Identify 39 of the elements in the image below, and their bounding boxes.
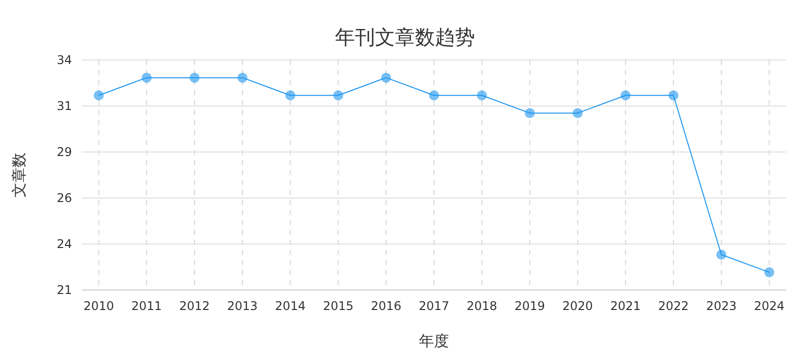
x-tick-label: 2010: [83, 299, 114, 313]
x-tick-label: 2024: [754, 299, 785, 313]
point: [285, 90, 296, 100]
y-tick-label: 29: [56, 145, 72, 160]
x-tick-label: 2017: [418, 299, 450, 313]
x-tick-label: 2011: [131, 299, 162, 313]
x-axis-title: 年度: [419, 332, 449, 350]
y-tick-label: 24: [56, 237, 72, 252]
x-tick-label: 2015: [322, 299, 354, 313]
x-tick-label: 2012: [179, 299, 210, 313]
x-tick-label: 2019: [514, 299, 546, 313]
x-tick-label: 2014: [275, 299, 306, 313]
point: [333, 90, 344, 100]
point: [237, 72, 248, 83]
x-tick-label: 2020: [562, 299, 593, 313]
x-tick-label: 2023: [706, 299, 737, 313]
y-tick-label: 34: [56, 53, 72, 68]
point: [668, 90, 678, 100]
x-tick-label: 2013: [227, 299, 258, 313]
x-tick-label: 2022: [658, 299, 689, 313]
y-tick-label: 31: [56, 99, 72, 114]
chart-title: 年刊文章数趋势: [335, 25, 475, 49]
y-tick-label: 26: [56, 191, 72, 206]
point: [429, 90, 439, 100]
point: [190, 72, 200, 83]
y-tick-label: 21: [56, 283, 72, 298]
point: [94, 90, 104, 100]
point: [716, 250, 726, 260]
point: [764, 267, 774, 278]
point: [142, 72, 152, 83]
point: [620, 90, 631, 100]
point: [524, 108, 535, 118]
x-tick-label: 2018: [466, 299, 498, 313]
point: [476, 90, 487, 100]
y-axis-title: 文章数: [10, 152, 28, 198]
point: [572, 108, 583, 118]
x-tick-label: 2021: [610, 299, 641, 313]
point: [381, 72, 392, 83]
x-tick-label: 2016: [370, 299, 402, 313]
